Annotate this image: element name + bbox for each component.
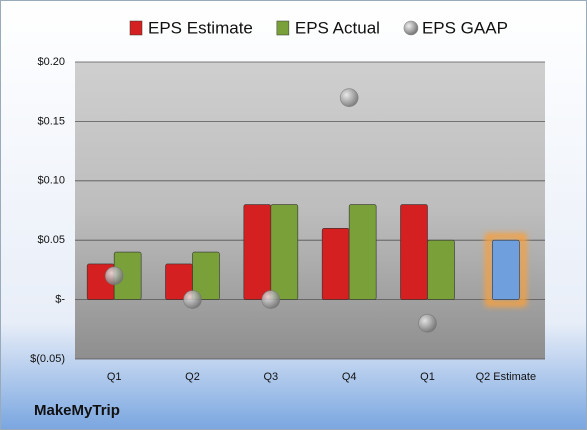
bar [270,204,299,300]
x-tick-label: Q1 [420,371,435,383]
y-tick-label: $(0.05) [30,353,65,365]
bar [321,228,350,300]
y-tick-label: $- [55,294,65,306]
bar [243,204,272,300]
gaap-point [104,266,124,286]
bar [400,204,428,300]
y-tick-label: $0.20 [37,56,65,68]
legend-label: EPS Actual [295,18,380,37]
legend-marker [403,20,419,36]
gaap-point [183,290,202,309]
x-tick-label: Q2 [185,371,200,383]
bar [492,239,520,300]
legend-marker [276,20,290,36]
x-tick-label: Q2 Estimate [476,371,537,383]
x-tick-label: Q1 [107,371,122,383]
x-tick-label: Q4 [342,371,357,383]
y-tick-label: $0.15 [37,115,65,127]
x-tick-label: Q3 [263,371,278,383]
bar [192,251,220,300]
plot-area [75,62,545,359]
bar-glow [485,233,527,307]
y-tick-label: $0.05 [37,234,65,246]
y-tick-label: $0.10 [37,175,65,187]
legend-label: EPS Estimate [148,18,253,37]
footer: MakeMyTrip [34,402,120,419]
legend-marker [129,20,143,36]
gaap-point [339,88,359,107]
gaap-point [418,314,437,333]
gaap-point [261,290,281,309]
legend-label: EPS GAAP [422,18,508,37]
bar [348,204,377,300]
bar [427,239,455,300]
